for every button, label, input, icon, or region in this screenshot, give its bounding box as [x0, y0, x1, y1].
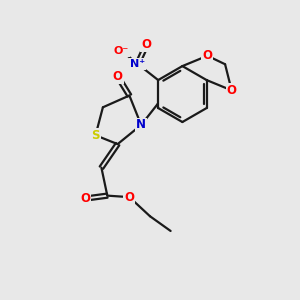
Text: N: N: [136, 118, 146, 131]
Text: O: O: [112, 70, 123, 83]
Text: S: S: [91, 129, 100, 142]
Text: O: O: [124, 190, 134, 204]
Text: O⁻: O⁻: [114, 46, 129, 56]
Text: O: O: [141, 38, 152, 51]
Text: N⁺: N⁺: [130, 59, 145, 69]
Text: O: O: [226, 84, 237, 97]
Text: O: O: [80, 192, 90, 205]
Text: O: O: [202, 49, 212, 62]
